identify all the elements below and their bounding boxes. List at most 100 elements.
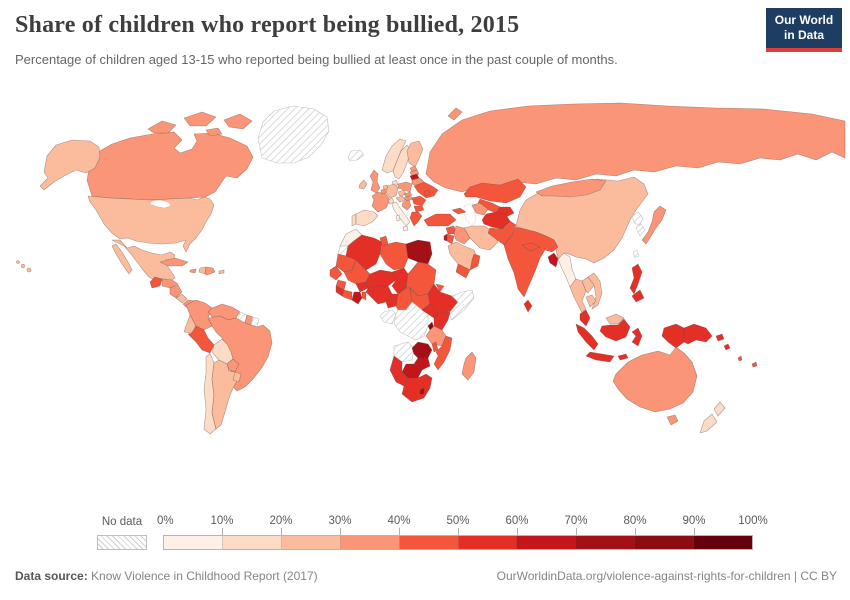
hawaii-island-3[interactable] xyxy=(26,267,32,273)
country-greenland[interactable] xyxy=(257,105,330,164)
country-jamaica[interactable] xyxy=(189,268,197,274)
country-madagascar[interactable] xyxy=(461,351,477,381)
credit-link[interactable]: OurWorldinData.org/violence-against-righ… xyxy=(496,569,837,583)
country-serbia[interactable] xyxy=(401,199,412,211)
country-mozambique[interactable] xyxy=(433,335,453,371)
country-fiji[interactable] xyxy=(751,361,758,368)
country-slovakia[interactable] xyxy=(403,191,413,198)
legend-bin[interactable] xyxy=(399,536,459,549)
country-honduras[interactable] xyxy=(161,278,179,289)
owid-logo[interactable]: Our World in Data xyxy=(766,8,842,52)
country-nicaragua[interactable] xyxy=(169,284,183,299)
country-cote-divoire[interactable] xyxy=(341,289,353,301)
country-lesotho[interactable] xyxy=(419,387,425,395)
country-cambodia[interactable] xyxy=(585,294,597,308)
country-canada-arctic-2[interactable] xyxy=(183,111,217,127)
country-australia-tasmania[interactable] xyxy=(666,414,679,426)
country-kazakhstan[interactable] xyxy=(463,178,527,204)
country-bangladesh[interactable] xyxy=(547,252,559,268)
country-somalia[interactable] xyxy=(447,289,475,321)
country-australia[interactable] xyxy=(612,346,698,413)
country-cuba[interactable] xyxy=(159,257,189,267)
country-new-zealand-south[interactable] xyxy=(699,413,718,434)
legend-bin[interactable] xyxy=(694,536,753,549)
legend-no-data-swatch[interactable] xyxy=(97,535,147,550)
country-north-borneo[interactable] xyxy=(605,313,625,325)
legend-bin[interactable] xyxy=(164,536,223,549)
country-canada-arctic-4[interactable] xyxy=(205,127,223,137)
country-egypt[interactable] xyxy=(405,239,433,265)
country-austria[interactable] xyxy=(395,195,407,203)
country-norway[interactable] xyxy=(381,138,407,174)
country-yemen[interactable] xyxy=(455,263,471,279)
country-united-states[interactable] xyxy=(87,195,215,253)
country-uganda[interactable] xyxy=(421,303,439,319)
country-mexico[interactable] xyxy=(111,239,176,282)
country-greece[interactable] xyxy=(409,211,423,227)
country-peru[interactable] xyxy=(187,325,215,354)
country-south-africa[interactable] xyxy=(401,373,433,403)
country-italy-sardinia[interactable] xyxy=(395,214,401,222)
country-ukraine[interactable] xyxy=(413,181,439,199)
country-eritrea[interactable] xyxy=(435,283,445,293)
legend-bin[interactable] xyxy=(222,536,282,549)
country-belgium[interactable] xyxy=(380,188,387,195)
country-germany[interactable] xyxy=(385,183,399,199)
legend-bin[interactable] xyxy=(340,536,400,549)
legend-bin[interactable] xyxy=(635,536,695,549)
country-turkmenistan[interactable] xyxy=(471,202,489,216)
country-vietnam[interactable] xyxy=(587,272,603,310)
country-niger[interactable] xyxy=(365,269,397,289)
country-philippines[interactable] xyxy=(629,263,643,295)
country-papua-new-guinea[interactable] xyxy=(683,323,713,345)
country-finland[interactable] xyxy=(406,140,424,168)
country-benin[interactable] xyxy=(361,291,367,301)
country-iceland[interactable] xyxy=(347,149,365,162)
country-indonesia-java[interactable] xyxy=(585,351,615,363)
country-indonesia-sulawesi[interactable] xyxy=(631,327,643,347)
country-puerto-rico[interactable] xyxy=(218,269,225,275)
country-canada-arctic-1[interactable] xyxy=(147,120,177,134)
country-thailand[interactable] xyxy=(569,278,587,314)
country-canada-arctic-3[interactable] xyxy=(223,113,253,130)
country-sri-lanka[interactable] xyxy=(523,299,533,313)
country-indonesia-papua[interactable] xyxy=(661,323,685,349)
country-libya[interactable] xyxy=(379,241,409,271)
country-solomon-islands[interactable] xyxy=(723,343,731,351)
country-taiwan[interactable] xyxy=(632,249,640,259)
country-guatemala[interactable] xyxy=(149,276,163,289)
country-poland[interactable] xyxy=(397,181,413,193)
country-north-korea[interactable] xyxy=(631,211,644,227)
legend-bin[interactable] xyxy=(458,536,518,549)
country-myanmar[interactable] xyxy=(557,252,577,288)
country-bulgaria[interactable] xyxy=(413,205,425,213)
hawaii-island-2[interactable] xyxy=(20,263,26,269)
country-mexico-baja[interactable] xyxy=(111,243,133,275)
country-alaska[interactable] xyxy=(39,139,101,191)
country-gabon[interactable] xyxy=(379,309,397,325)
country-portugal[interactable] xyxy=(351,213,357,227)
country-indonesia-lesser-sunda[interactable] xyxy=(617,353,629,361)
country-canada[interactable] xyxy=(86,131,254,201)
country-russia-novaya-zemlya[interactable] xyxy=(447,107,463,121)
country-ghana[interactable] xyxy=(351,291,363,305)
country-senegal[interactable] xyxy=(329,265,343,281)
country-uruguay[interactable] xyxy=(232,371,242,383)
country-italy[interactable] xyxy=(391,201,411,227)
country-png-new-britain[interactable] xyxy=(715,333,725,342)
country-mongolia[interactable] xyxy=(535,178,607,198)
country-ireland[interactable] xyxy=(358,179,368,190)
country-turkey[interactable] xyxy=(423,213,457,227)
country-romania[interactable] xyxy=(411,195,427,207)
country-united-kingdom[interactable] xyxy=(369,169,381,194)
country-costa-rica[interactable] xyxy=(175,293,188,304)
country-new-zealand-north[interactable] xyxy=(713,401,726,417)
country-zambia[interactable] xyxy=(411,341,433,359)
country-vanuatu[interactable] xyxy=(737,355,743,362)
country-indonesia-sumatra[interactable] xyxy=(575,323,599,351)
country-philippines-mindanao[interactable] xyxy=(631,289,645,303)
country-indonesia-kalimantan[interactable] xyxy=(599,318,631,342)
country-dominican-republic[interactable] xyxy=(204,266,216,276)
country-nepal[interactable] xyxy=(521,242,541,252)
legend-bin[interactable] xyxy=(281,536,341,549)
